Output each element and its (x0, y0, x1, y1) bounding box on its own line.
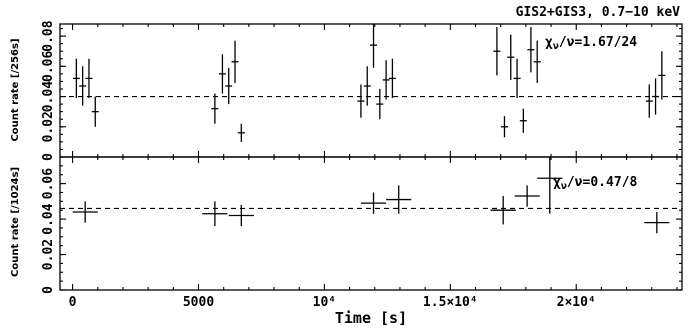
data-point (360, 192, 387, 214)
x-tick-label: 1.5×10⁴ (423, 295, 478, 310)
y-tick-label: 0 (41, 153, 56, 161)
bottom-panel-points (72, 157, 670, 234)
y-tick-label: 0.08 (41, 20, 56, 51)
bottom-chi-subscript: ν (561, 181, 567, 192)
y-tick-label: 0.06 (41, 168, 56, 199)
bottom-panel-y-ticks: 0 0.02 0.04 0.06 (41, 156, 682, 294)
bottom-panel-ylabel: Count rate [/1024s] (10, 167, 21, 277)
bottom-chi-value: /ν=0.47/8 (567, 175, 638, 190)
data-point (225, 67, 233, 105)
bottom-chi-symbol: χ (553, 175, 561, 190)
bottom-panel-frame (59, 156, 683, 291)
data-point (490, 196, 516, 225)
x-tick-label: 0 (69, 295, 77, 310)
y-tick-label: 0.02 (41, 111, 56, 142)
bottom-panel: 0 0.02 0.04 0.06 0 5000 10⁴ 1.5×10⁴ 2×10⁴ Count… (10, 156, 683, 327)
data-point (386, 185, 412, 214)
top-panel: GIS2+GIS3, 0.7−10 keV 00.020.040.060.08 … (10, 5, 683, 161)
data-point (72, 201, 98, 223)
x-axis-label: Time [s] (335, 309, 407, 327)
data-point (370, 24, 378, 68)
data-point (513, 58, 521, 99)
data-point (507, 34, 515, 80)
y-tick-label: 0 (41, 286, 56, 294)
bottom-panel-annotation: χν/ν=0.47/8 (553, 175, 637, 192)
data-point (85, 58, 93, 99)
top-panel-ylabel: Count rate [/256s] (10, 38, 21, 141)
data-point (376, 88, 384, 120)
bottom-panel-x-ticks: 0 5000 10⁴ 1.5×10⁴ 2×10⁴ (69, 157, 678, 310)
data-point (79, 66, 87, 106)
data-point (357, 84, 365, 118)
data-point (228, 204, 254, 227)
top-chi-value: /ν=1.67/24 (559, 35, 637, 50)
data-point (493, 27, 501, 76)
data-point (514, 185, 540, 207)
top-chi-subscript: ν (553, 41, 559, 52)
data-point (500, 116, 508, 138)
top-panel-points (72, 24, 666, 142)
data-point (363, 66, 371, 106)
data-point (652, 78, 660, 115)
data-point (91, 96, 99, 127)
y-tick-label: 0.04 (41, 81, 56, 112)
data-point (231, 40, 239, 83)
data-point (211, 93, 219, 124)
x-tick-label: 5000 (183, 295, 214, 310)
data-point (658, 51, 666, 100)
data-point (72, 58, 80, 99)
top-chi-symbol: χ (545, 35, 553, 50)
y-tick-label: 0.02 (41, 239, 56, 270)
data-point (388, 58, 396, 99)
data-point (218, 54, 226, 94)
top-panel-y-ticks: 0 0.020.040.060.08 (41, 20, 682, 161)
data-point (237, 123, 245, 142)
data-point (202, 201, 228, 227)
data-point (527, 27, 535, 73)
x-tick-label: 2×10⁴ (557, 295, 596, 310)
data-point (645, 84, 653, 118)
data-point (533, 40, 541, 83)
top-panel-title: GIS2+GIS3, 0.7−10 keV (516, 5, 681, 20)
y-tick-label: 0.06 (41, 50, 56, 81)
y-tick-label: 0.04 (41, 203, 56, 234)
top-panel-annotation: χν/ν=1.67/24 (545, 35, 637, 52)
data-point (537, 157, 563, 214)
data-point (644, 211, 670, 234)
x-tick-label: 10⁴ (313, 295, 336, 310)
data-point (519, 108, 527, 133)
data-point (382, 60, 390, 100)
